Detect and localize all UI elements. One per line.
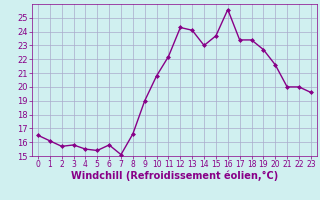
X-axis label: Windchill (Refroidissement éolien,°C): Windchill (Refroidissement éolien,°C)	[71, 171, 278, 181]
